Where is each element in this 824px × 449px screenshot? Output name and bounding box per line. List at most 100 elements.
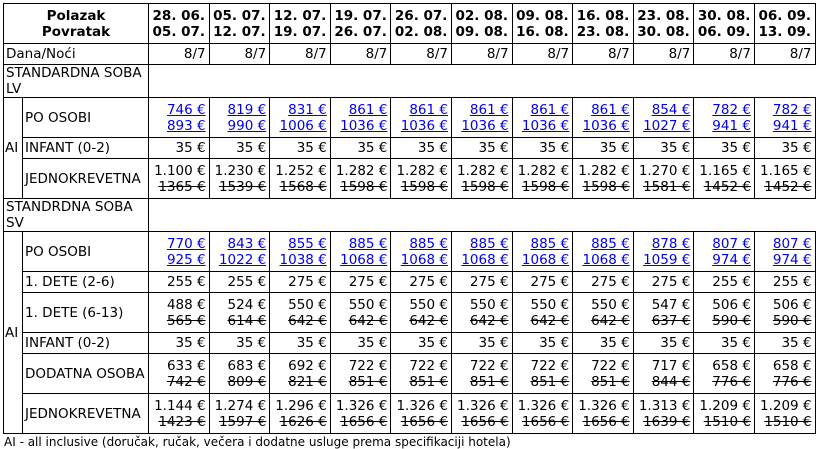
price-link[interactable]: 861 € — [530, 101, 570, 118]
price-link[interactable]: 885 € — [530, 235, 570, 252]
price-cell[interactable]: 770 €925 € — [148, 231, 210, 272]
price-link[interactable]: 746 € — [166, 101, 206, 118]
price-link[interactable]: 861 € — [469, 101, 509, 118]
old-price-value: 1656 € — [461, 413, 509, 430]
price-cell[interactable]: 885 €1068 € — [511, 231, 574, 272]
price-cell: 1.326 €1656 € — [329, 393, 392, 434]
price-link[interactable]: 861 € — [348, 101, 388, 118]
old-price-value: 590 € — [712, 312, 751, 329]
price-cell[interactable]: 807 €974 € — [753, 231, 816, 272]
price-cell[interactable]: 861 €1036 € — [329, 97, 392, 138]
price-value: 255 € — [166, 274, 206, 290]
old-price-link[interactable]: 893 € — [166, 117, 206, 134]
old-price-link[interactable]: 990 € — [227, 117, 267, 134]
old-price-value: 1452 € — [764, 178, 812, 195]
price-link[interactable]: 878 € — [651, 235, 691, 252]
old-price-link[interactable]: 941 € — [712, 117, 751, 134]
price-value: 255 € — [712, 274, 751, 290]
old-price-link[interactable]: 974 € — [712, 251, 751, 268]
old-price-link[interactable]: 1006 € — [279, 117, 327, 134]
price-link[interactable]: 861 € — [409, 101, 448, 118]
old-price-value: 642 € — [348, 312, 388, 329]
price-link[interactable]: 807 € — [712, 235, 751, 252]
price-cell[interactable]: 878 €1059 € — [632, 231, 695, 272]
price-link[interactable]: 831 € — [288, 101, 327, 118]
old-price-link[interactable]: 1068 € — [521, 251, 570, 268]
price-link[interactable]: 854 € — [651, 101, 691, 118]
price-cell[interactable]: 861 €1036 € — [390, 97, 452, 138]
price-cell[interactable]: 831 €1006 € — [269, 97, 331, 138]
price-link[interactable]: 885 € — [409, 235, 448, 252]
price-cell[interactable]: 861 €1036 € — [511, 97, 574, 138]
price-cell[interactable]: 885 €1068 € — [329, 231, 392, 272]
price-link[interactable]: 861 € — [591, 101, 630, 118]
return-date: 02. 08. — [394, 23, 448, 40]
old-price-link[interactable]: 1068 € — [582, 251, 630, 268]
price-cell: 35 € — [753, 137, 816, 159]
old-price-value: 1656 € — [582, 413, 630, 430]
price-link[interactable]: 885 € — [348, 235, 388, 252]
price-link[interactable]: 885 € — [591, 235, 630, 252]
old-price-link[interactable]: 1036 € — [461, 117, 509, 134]
price-value: 35 € — [357, 335, 388, 351]
old-price-link[interactable]: 974 € — [772, 251, 812, 268]
price-cell: 275 € — [632, 271, 695, 293]
price-cell: 35 € — [329, 332, 392, 354]
price-table: Polazak Povratak 28. 06. 05. 07. 05. 07. 12… — [3, 3, 816, 434]
return-date: 16. 08. — [516, 23, 569, 40]
price-cell[interactable]: 843 €1022 € — [208, 231, 271, 272]
return-date: 06. 09. — [697, 23, 751, 40]
price-link[interactable]: 855 € — [288, 235, 327, 252]
old-price-value: 1598 € — [400, 178, 448, 195]
price-cell[interactable]: 885 €1068 € — [572, 231, 634, 272]
price-cell[interactable]: 885 €1068 € — [450, 231, 513, 272]
price-cell: 1.209 €1510 € — [753, 393, 816, 434]
price-value: 488 € — [166, 296, 206, 313]
price-cell[interactable]: 782 €941 € — [753, 97, 816, 138]
price-cell[interactable]: 782 €941 € — [693, 97, 755, 138]
old-price-link[interactable]: 1022 € — [218, 251, 267, 268]
old-price-link[interactable]: 925 € — [166, 251, 206, 268]
old-price-link[interactable]: 1038 € — [279, 251, 327, 268]
old-price-link[interactable]: 1068 € — [340, 251, 388, 268]
price-cell: 658 €776 € — [693, 353, 755, 394]
price-link[interactable]: 885 € — [469, 235, 509, 252]
header-row: Polazak Povratak 28. 06. 05. 07. 05. 07. 12… — [3, 3, 816, 44]
price-value: 717 € — [651, 357, 691, 374]
price-cell[interactable]: 855 €1038 € — [269, 231, 331, 272]
old-price-link[interactable]: 1036 € — [340, 117, 388, 134]
old-price-link[interactable]: 1068 € — [461, 251, 509, 268]
old-price-link[interactable]: 1036 € — [521, 117, 570, 134]
price-cell[interactable]: 885 €1068 € — [390, 231, 452, 272]
price-link[interactable]: 819 € — [227, 101, 267, 118]
price-cell: 1.165 €1452 € — [693, 158, 755, 199]
old-price-link[interactable]: 1036 € — [582, 117, 630, 134]
price-link[interactable]: 782 € — [772, 101, 812, 118]
old-price-link[interactable]: 1059 € — [643, 251, 691, 268]
price-cell[interactable]: 861 €1036 € — [450, 97, 513, 138]
price-value: 722 € — [348, 357, 388, 374]
price-value: 275 € — [348, 274, 388, 290]
price-cell[interactable]: 746 €893 € — [148, 97, 210, 138]
nights-value: 8/7 — [632, 43, 695, 65]
price-cell: 550 €642 € — [329, 292, 392, 333]
price-cell[interactable]: 861 €1036 € — [572, 97, 634, 138]
price-link[interactable]: 807 € — [772, 235, 812, 252]
price-cell[interactable]: 854 €1027 € — [632, 97, 695, 138]
price-cell[interactable]: 819 €990 € — [208, 97, 271, 138]
price-link[interactable]: 782 € — [712, 101, 751, 118]
price-cell[interactable]: 807 €974 € — [693, 231, 755, 272]
price-row: 1. DETE (6-13) 488 €565 €524 €614 €550 €6… — [4, 292, 816, 333]
price-link[interactable]: 843 € — [227, 235, 267, 252]
old-price-link[interactable]: 1068 € — [400, 251, 448, 268]
old-price-value: 1656 € — [521, 413, 570, 430]
old-price-link[interactable]: 1036 € — [400, 117, 448, 134]
price-value: 1.165 € — [760, 162, 812, 179]
price-link[interactable]: 770 € — [166, 235, 206, 252]
price-cell: 275 € — [450, 271, 513, 293]
price-cell: 1.326 €1656 € — [572, 393, 634, 434]
date-header-cell: 09. 08. 16. 08. — [511, 3, 574, 44]
old-price-link[interactable]: 941 € — [772, 117, 812, 134]
price-value: 1.326 € — [457, 397, 509, 414]
old-price-link[interactable]: 1027 € — [643, 117, 691, 134]
